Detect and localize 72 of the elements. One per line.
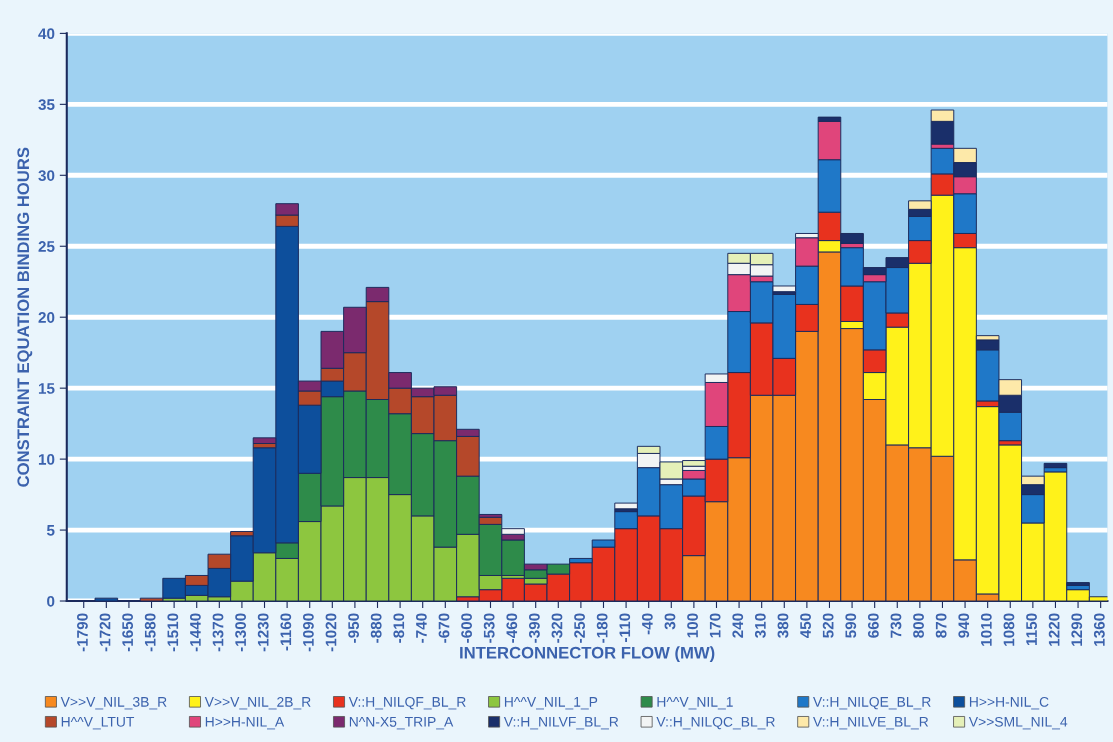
y-tick-label: 10 <box>38 453 55 465</box>
x-tick-label: 660 <box>867 613 879 638</box>
legend-label: V>>SML_NIL_4 <box>968 716 1068 730</box>
legend-label: V::H_NILVF_BL_R <box>503 717 619 730</box>
bar <box>1043 462 1068 469</box>
x-tick-label: -530 <box>483 613 495 643</box>
x-tick-label: -1440 <box>190 613 201 652</box>
x-tick-label: -1650 <box>122 613 134 652</box>
x-tick-label: 30 <box>664 613 676 630</box>
legend-label: V::H_NILQC_BL_R <box>656 716 775 730</box>
legend-label: V::H_NILQF_BL_R <box>348 696 466 710</box>
legend-label: N^N-X5_TRIP_A <box>349 717 454 730</box>
y-tick-label: 15 <box>38 383 55 394</box>
legend-label: V>>V_NIL_3B_R <box>60 696 167 710</box>
x-tick-label: -1720 <box>99 613 111 652</box>
x-tick-label: -1300 <box>235 613 247 652</box>
x-tick-label: -320 <box>551 613 563 643</box>
legend-label: H^^V_LTUT <box>61 717 135 730</box>
x-tick-label: -670 <box>438 613 450 643</box>
x-tick-label: 940 <box>958 613 970 638</box>
x-tick-label: 1220 <box>1048 613 1060 646</box>
x-axis-title: INTERCONNECTOR FLOW (MW) <box>460 646 715 662</box>
x-tick-label: -390 <box>528 613 540 643</box>
x-tick-label: 800 <box>913 613 924 638</box>
x-tick-label: 730 <box>890 613 902 638</box>
y-tick-label: 25 <box>38 241 55 252</box>
x-tick-label: 590 <box>845 613 857 638</box>
x-tick-label: -600 <box>461 613 472 643</box>
x-tick-label: -740 <box>415 613 427 643</box>
y-tick-label: 40 <box>38 28 55 40</box>
x-tick-label: -40 <box>641 613 653 635</box>
x-tick-label: -460 <box>506 613 518 643</box>
x-tick-label: -1580 <box>144 613 156 652</box>
legend-label: H>>H-NIL_A <box>205 717 285 730</box>
x-tick-label: -250 <box>574 613 585 643</box>
x-tick-label: 170 <box>709 613 721 638</box>
x-tick-label: -1160 <box>280 613 292 651</box>
legend-label: V::H_NILQE_BL_R <box>813 696 931 710</box>
x-tick-label: 380 <box>777 613 789 638</box>
x-tick-label: -1090 <box>303 613 314 652</box>
y-tick-label: 0 <box>47 595 55 607</box>
y-tick-label: 30 <box>38 170 55 182</box>
x-tick-label: 1290 <box>1071 613 1083 646</box>
x-tick-label: 100 <box>687 613 698 638</box>
y-tick-label: 20 <box>38 312 55 323</box>
legend-label: V::H_NILVE_BL_R <box>813 717 929 730</box>
x-tick-label: -880 <box>370 613 382 643</box>
x-tick-label: -1790 <box>77 613 88 652</box>
legend-label: H^^V_NIL_1_P <box>504 697 598 710</box>
y-tick-label: 35 <box>38 99 55 111</box>
x-tick-label: -1510 <box>167 613 179 652</box>
x-tick-label: -810 <box>393 613 405 643</box>
x-tick-label: 1080 <box>1003 613 1015 646</box>
x-tick-label: -950 <box>348 613 360 643</box>
x-tick-label: -110 <box>619 613 631 642</box>
x-tick-label: 450 <box>800 613 811 639</box>
x-tick-label: 310 <box>754 613 766 638</box>
y-axis-title: CONSTRAINT EQUATION BINDING HOURS <box>17 147 33 487</box>
x-tick-label: 870 <box>935 613 947 638</box>
x-tick-label: 1010 <box>980 613 992 646</box>
x-tick-label: -1370 <box>212 613 224 652</box>
x-tick-label: 1360 <box>1093 613 1105 646</box>
x-tick-label: -1230 <box>257 613 269 652</box>
x-tick-label: 240 <box>732 613 744 638</box>
x-tick-label: 520 <box>822 613 834 638</box>
legend-label: V>>V_NIL_2B_R <box>204 696 311 710</box>
legend-label: H^^V_NIL_1 <box>657 697 733 710</box>
x-tick-label: 1150 <box>1026 613 1037 646</box>
y-tick-label: 5 <box>46 525 55 536</box>
x-tick-label: -180 <box>596 613 608 643</box>
x-tick-label: -1020 <box>325 613 337 652</box>
legend-label: H>>H-NIL_C <box>969 696 1049 710</box>
